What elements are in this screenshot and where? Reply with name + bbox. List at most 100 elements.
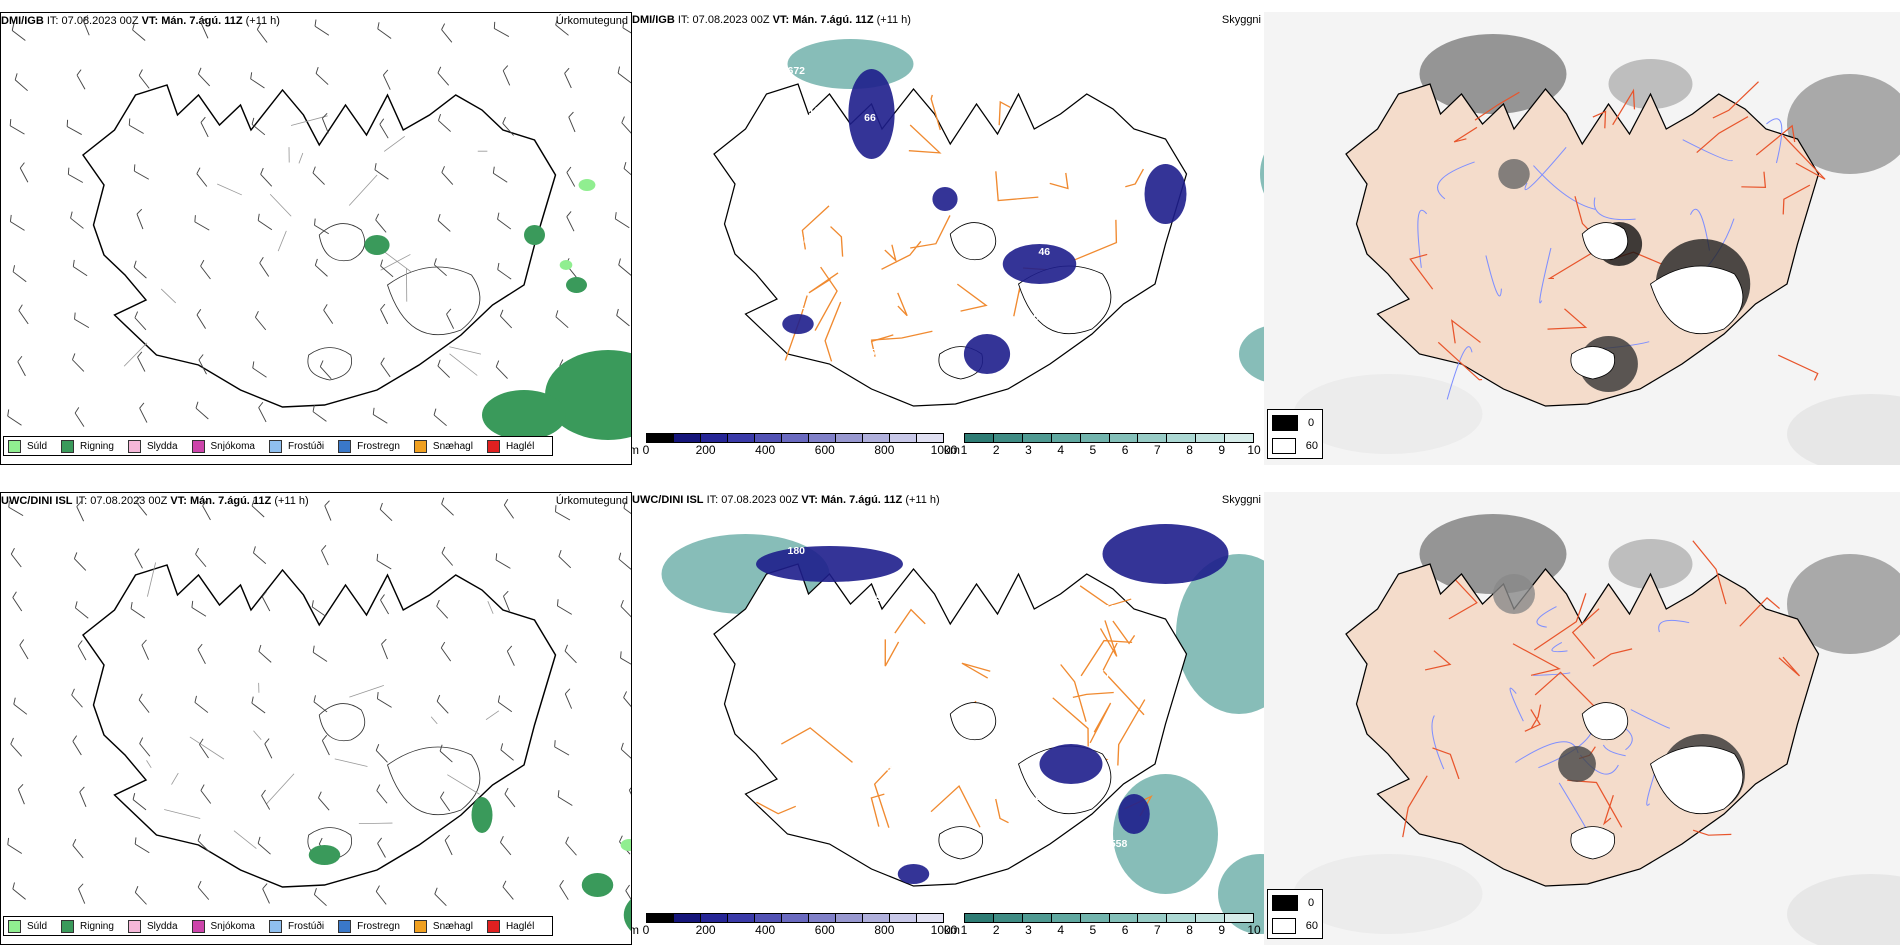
legend-item: Súld [8,439,47,453]
colorbar-cell [1167,434,1197,442]
wind-barb [130,602,146,619]
river-line [1533,165,1596,210]
glacier-outline [387,266,481,335]
wind-barb [82,15,90,36]
legend-label: Slydda [146,920,178,932]
wind-barb [564,688,573,709]
colorbar-tick: 200 [695,443,716,457]
legend-swatch [268,919,282,933]
road-line [1547,249,1598,280]
wind-barb [19,639,29,660]
road-line [801,205,830,250]
road-line [269,194,292,217]
model-name: DMI/IGB [1,15,44,27]
wind-barb [77,640,87,661]
cloud-base-value: 60 [1099,189,1111,200]
road-line [1741,171,1767,189]
colorbar-tick: 6 [1121,923,1129,937]
valid-label: VT: [772,14,790,26]
cloud-base-value: 50 [946,95,958,106]
colorbar-cell [890,914,917,922]
fog-legend-swatch [1272,918,1296,934]
glacier-outline [938,826,983,860]
glacier-outline [1581,702,1629,741]
colorbar-cells [646,433,944,443]
wind-barb [79,786,87,807]
colorbar-cell [728,914,755,922]
river-line [1437,161,1475,200]
wind-barb [376,553,392,570]
fog-legend-label: 60 [1305,440,1318,452]
wind-barb [502,116,514,136]
road-line [171,772,179,785]
wind-barb [314,19,330,36]
colorbar-cell [1109,914,1139,922]
road-line [1453,126,1478,143]
cloud-base-value: 318 [880,218,898,229]
colorbar-cell [863,434,890,442]
legend-swatch [191,439,205,453]
colorbar-cell [674,914,701,922]
legend-label: Rigning [80,440,114,452]
road-line [894,608,926,634]
legend-label: Frostúði [287,440,325,452]
colorbar-cell [1022,434,1052,442]
river-line [1509,687,1524,722]
legend-item: Frostregn [338,439,400,453]
road-line [1778,656,1801,677]
panel-title: UWC/DINI ISL IT: 07.08.2023 00Z VT: Mán.… [1,495,309,507]
wind-barb [197,834,211,853]
wind-barb [375,213,387,233]
road-line [290,115,328,126]
wind-barb [380,303,389,325]
cloud-base-value: 89 [869,828,881,839]
wind-barb [134,548,143,569]
wind-barb [71,353,85,372]
cloud-base-value: 67 [880,698,892,709]
wind-barb [251,499,265,518]
wind-barb [134,837,150,854]
wind-barb [441,166,454,185]
cloud-base-value: 57 [869,348,881,359]
wind-barb [200,116,209,138]
fog-haze [1419,34,1567,114]
road-line [1432,747,1460,780]
road-line [1072,691,1114,699]
glacier-outline [1650,745,1744,814]
init-label: IT: [75,495,88,507]
precip-type-legend: Súld Rigning Slydda Snjókoma Frostúði Frostre… [3,436,554,456]
road-line [1783,135,1826,180]
colorbar-cell [1022,914,1052,922]
road-line [1696,116,1749,153]
fog-area [1493,574,1535,614]
fog-haze [1293,854,1483,934]
wind-barb [444,834,453,856]
legend-swatch [486,439,500,453]
glacier-outline [318,703,366,742]
colorbar-cells [964,913,1254,923]
wind-barb [314,258,328,277]
wind-barb [258,401,267,423]
wind-barb [315,66,329,85]
road-line [1117,699,1146,766]
road-line [1102,642,1145,716]
legend-item: Frostúði [268,439,325,453]
colorbar-tick: 3 [1025,443,1032,457]
wind-barb [568,111,576,133]
wind-barb [321,113,329,134]
wind-barb [620,742,631,761]
cloud-base-value: 180 [788,546,806,557]
fog-haze [1787,74,1900,174]
legend-swatch [127,439,141,453]
cloud-base-value: 164 [1094,734,1112,745]
legend-label: Frostregn [357,920,400,932]
road-line [1080,639,1133,677]
wind-barb [72,259,88,277]
colorbar-tick: 10 [1247,443,1261,457]
wind-barb [625,884,631,905]
road-line [1073,219,1118,261]
map-panel-precip: DMI/IGB IT: 07.08.2023 00Z VT: Mán. 7.ág… [0,12,632,465]
legend-item: Rigning [61,919,114,933]
road-line [870,334,894,357]
fog-legend-swatch [1272,895,1298,911]
